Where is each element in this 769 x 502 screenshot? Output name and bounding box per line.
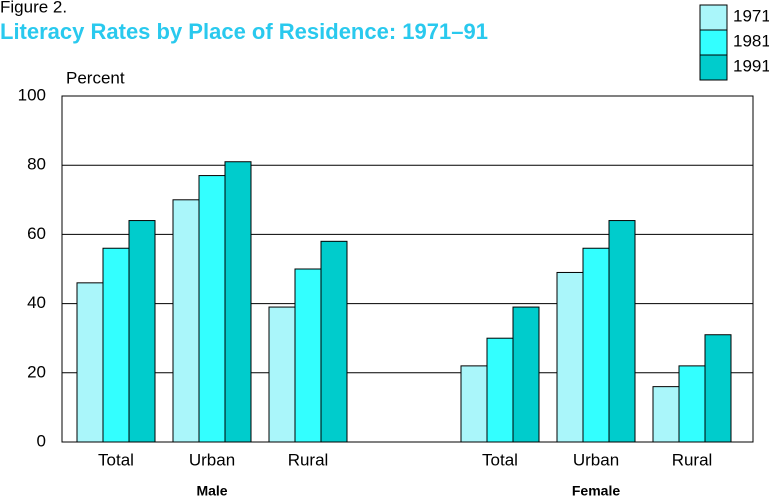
bar (704, 334, 732, 443)
x-tick-label: Rural (672, 450, 713, 469)
x-tick-label: Urban (573, 450, 619, 469)
y-tick-label: 80 (27, 155, 46, 174)
bar (608, 220, 636, 443)
bar (172, 199, 200, 443)
legend-swatch (699, 54, 728, 81)
y-tick-label: 40 (27, 293, 46, 312)
bar (486, 337, 514, 443)
x-tick-label: Total (482, 450, 518, 469)
y-axis-label: Percent (66, 68, 125, 87)
y-tick-label: 0 (37, 431, 46, 450)
bar (556, 271, 584, 443)
bar (652, 386, 680, 443)
bar (460, 365, 488, 443)
x-tick-label: Urban (189, 450, 235, 469)
bar (224, 161, 252, 443)
bar (268, 306, 296, 443)
legend-label: 1971 (733, 6, 769, 25)
bar (128, 220, 156, 443)
plot-frame (61, 95, 754, 443)
figure-label: Figure 2. (0, 0, 67, 16)
group-label: Male (196, 483, 227, 499)
bar (320, 240, 348, 443)
y-tick-label: 60 (27, 224, 46, 243)
x-tick-label: Total (98, 450, 134, 469)
bar (294, 268, 322, 443)
chart-title: Literacy Rates by Place of Residence: 19… (0, 19, 488, 44)
y-tick-label: 20 (27, 362, 46, 381)
bar (102, 247, 130, 443)
bar (512, 306, 540, 443)
bar (76, 282, 104, 443)
bar (678, 365, 706, 443)
legend-swatch (699, 4, 728, 31)
group-label: Female (572, 483, 620, 499)
bar (582, 247, 610, 443)
legend-label: 1991 (733, 56, 769, 75)
y-tick-label: 100 (18, 85, 46, 104)
legend-label: 1981 (733, 31, 769, 50)
bar (198, 175, 226, 443)
legend-swatch (699, 29, 728, 56)
x-tick-label: Rural (288, 450, 329, 469)
